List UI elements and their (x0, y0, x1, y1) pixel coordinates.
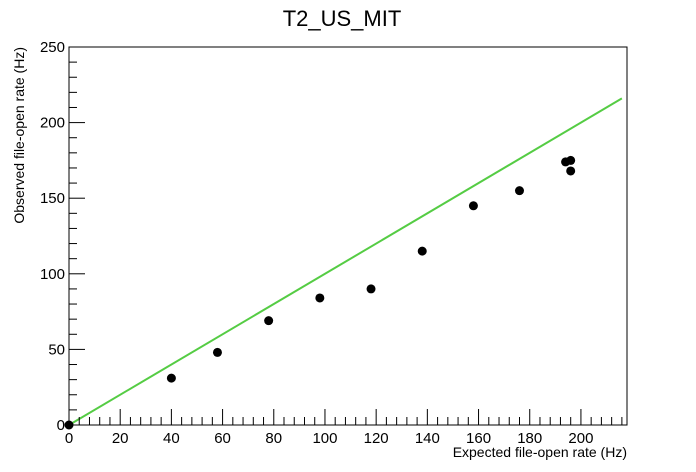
plot-frame (68, 46, 628, 426)
x-tick-label: 200 (568, 430, 593, 447)
reference-line (68, 97, 623, 426)
data-points-layer (64, 155, 576, 430)
data-point (64, 420, 74, 430)
x-tick-label: 60 (214, 430, 231, 447)
x-tick-label: 80 (265, 430, 282, 447)
x-tick-label: 160 (466, 430, 491, 447)
reference-line-layer (68, 97, 623, 426)
x-axis-title: Expected file-open rate (Hz) (453, 444, 627, 460)
data-point (514, 186, 524, 196)
data-point (264, 316, 274, 326)
y-axis-ticks: 0 50 100 150 200 250 (40, 39, 85, 434)
x-tick-label: 180 (517, 430, 542, 447)
x-axis-ticks: 0 20 40 60 80 100 120 140 160 180 200 (65, 409, 623, 447)
data-point (566, 166, 576, 176)
y-axis-title: Observed file-open rate (Hz) (11, 47, 27, 224)
y-tick-label: 200 (40, 115, 65, 132)
data-point (417, 246, 427, 256)
data-point (366, 284, 376, 294)
x-tick-label: 20 (112, 430, 129, 447)
data-point (468, 201, 478, 211)
data-point (566, 155, 576, 165)
y-tick-label: 50 (48, 341, 65, 358)
data-point (315, 293, 325, 303)
data-point (166, 373, 176, 383)
y-tick-label: 100 (40, 266, 65, 283)
y-tick-label: 150 (40, 190, 65, 207)
x-tick-label: 0 (65, 430, 73, 447)
x-tick-label: 120 (364, 430, 389, 447)
y-tick-label: 250 (40, 39, 65, 56)
x-tick-label: 40 (163, 430, 180, 447)
x-tick-label: 140 (415, 430, 440, 447)
x-tick-label: 100 (312, 430, 337, 447)
chart-title: T2_US_MIT (283, 6, 402, 31)
y-tick-label: 0 (57, 417, 65, 434)
data-point (212, 347, 222, 357)
